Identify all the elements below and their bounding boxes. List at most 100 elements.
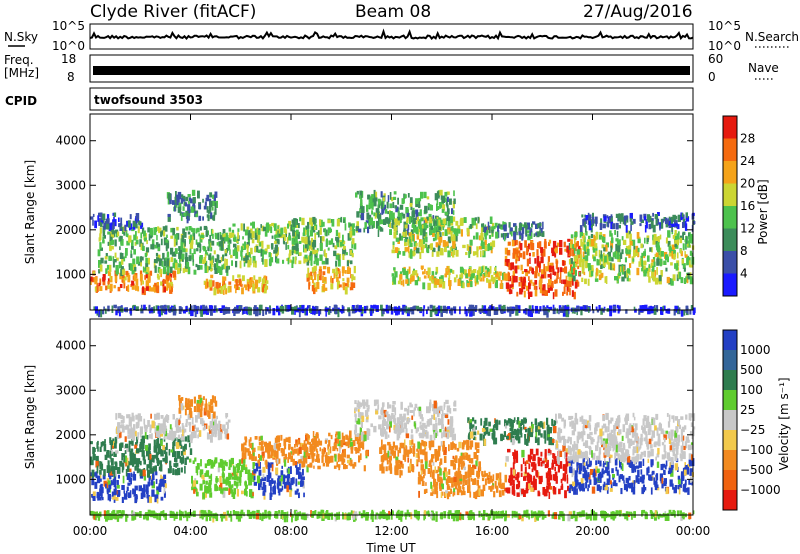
data-cell [474,218,476,226]
data-cell [119,444,122,451]
data-cell [552,307,556,315]
data-cell [317,465,321,470]
data-cell [436,200,439,206]
data-cell [397,459,401,464]
data-cell [500,309,504,314]
data-cell [241,452,244,460]
data-cell [169,424,172,430]
data-cell [389,192,392,200]
data-cell [133,306,136,310]
data-cell [291,246,295,254]
data-cell [684,251,686,257]
data-cell [392,241,395,245]
data-cell [429,434,433,442]
data-cell [368,223,371,229]
data-cell [145,273,148,279]
data-cell [238,307,240,314]
freq-ytick-bottom: 8 [67,70,75,84]
data-cell [306,435,309,443]
data-cell [350,446,354,454]
data-cell [342,306,344,313]
data-cell [385,411,389,415]
data-cell [128,462,133,466]
data-cell [489,216,493,224]
data-cell [542,221,544,230]
data-cell [530,228,533,233]
data-cell [281,474,284,482]
data-cell [184,428,187,433]
data-cell [435,450,438,458]
data-cell [690,305,694,310]
data-cell [186,261,190,268]
data-cell [442,232,445,236]
noise-line [89,28,694,41]
data-cell [433,412,436,420]
data-cell [684,254,688,258]
data-cell [373,200,377,207]
data-cell [543,271,547,279]
data-cell [554,252,557,258]
data-cell [140,222,143,229]
data-cell [211,256,215,260]
data-cell [587,263,591,268]
data-cell [301,476,305,480]
data-cell [446,196,449,202]
data-cell [393,276,395,284]
data-cell [489,475,493,483]
data-cell [636,267,640,276]
data-cell [415,198,419,204]
data-cell [373,425,377,433]
data-cell [544,290,548,296]
data-cell [189,448,193,455]
data-cell [252,474,255,482]
data-cell [354,434,359,441]
data-cell [410,404,413,408]
data-cell [315,287,318,292]
data-cell [269,492,272,500]
data-cell [165,257,168,261]
data-cell [534,289,538,297]
data-cell [216,242,219,246]
data-cell [183,212,187,217]
data-cell [552,240,557,249]
data-cell [294,256,297,265]
data-cell [386,309,390,314]
data-cell [649,305,652,311]
data-cell [239,470,242,478]
data-cell [163,487,166,494]
data-cell [177,191,182,200]
data-cell [413,227,416,233]
data-cell [181,195,186,200]
data-cell [388,444,392,451]
data-cell [210,399,214,405]
data-cell [220,286,223,294]
data-cell [225,479,229,484]
data-cell [477,473,480,479]
data-cell [225,288,228,295]
data-cell [263,482,266,490]
data-cell [527,234,531,241]
data-cell [394,465,397,472]
data-cell [305,225,309,230]
data-cell [121,258,124,265]
data-cell [393,231,397,239]
data-cell [645,267,649,274]
data-cell [236,482,238,489]
data-cell [332,278,334,284]
data-cell [385,304,388,310]
data-cell [445,490,448,494]
data-cell [212,427,215,432]
data-cell [692,221,696,225]
data-cell [601,244,604,249]
data-cell [123,256,126,262]
data-cell [645,221,648,229]
data-cell [657,212,660,216]
data-cell [552,292,555,300]
data-cell [166,253,169,257]
data-cell [391,273,395,277]
data-cell [112,438,115,444]
data-cell [453,476,457,482]
data-cell [193,304,197,313]
data-cell [689,264,693,268]
data-cell [410,429,413,434]
